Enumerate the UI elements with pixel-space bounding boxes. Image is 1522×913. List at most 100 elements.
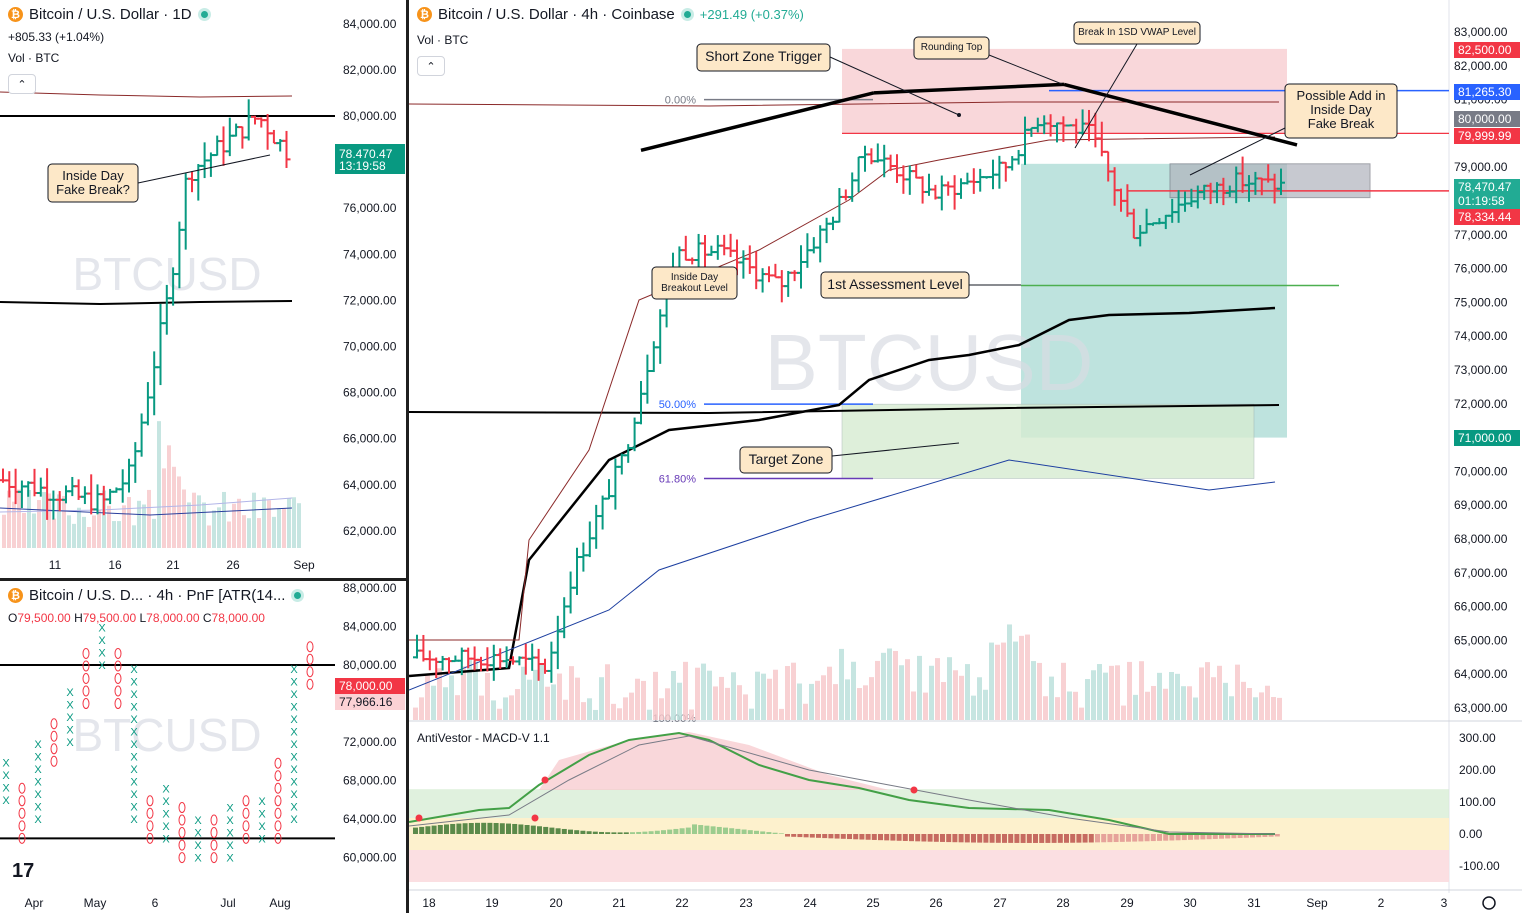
macd-histogram-bar [878,834,883,841]
volume-bar [247,518,251,548]
annotation-leader [831,442,960,457]
y-axis-label: 72,000.00 [343,293,397,307]
macd-y-axis-label: 200.00 [1459,763,1496,777]
macd-histogram-bar [518,824,524,834]
volume-bar [839,648,844,720]
pane-divider-horizontal[interactable] [0,578,406,581]
macd-histogram-bar [840,834,846,839]
macd-histogram-bar [977,834,983,843]
macd-histogram-bar [592,831,598,834]
y-axis-label: 64,000.00 [1454,667,1508,681]
price-tag: 78,470.47 [1458,180,1512,194]
pnf-o-mark [50,743,58,755]
y-axis-label: 76,000.00 [1454,262,1508,276]
pnf-x-mark: X [130,802,138,814]
volume-bar [767,678,772,720]
collapse-indicators-button[interactable]: ⌃ [8,74,36,94]
volume-bar [995,644,1000,720]
volume-bar [132,525,136,548]
volume-bar [267,500,271,548]
pnf-o-mark [242,832,250,844]
four-hour-chart-title[interactable]: Bitcoin / U.S. Dollar · 4h · Coinbase [438,6,675,23]
macd-histogram-bar [605,832,611,834]
volume-bar [1205,662,1210,720]
pnf-chart-title[interactable]: Bitcoin / U.S. D... · 4h · PnF [ATR(14..… [29,587,286,604]
volume-bar [1193,697,1198,720]
y-axis-label: 82,000.00 [1454,59,1508,73]
pnf-x-mark: X [34,789,42,801]
pnf-o-mark [18,832,26,844]
four-hour-volume-label[interactable]: Vol · BTC [417,33,469,47]
volume-bar [1031,661,1036,720]
macd-indicator-title[interactable]: AntiVestor - MACD-V 1.1 [417,731,550,745]
volume-bar [761,673,766,720]
annotation-leader [1189,127,1286,176]
macd-histogram-bar [1101,834,1107,843]
volume-bar [1235,664,1240,720]
pnf-chart-pane[interactable]: 88,000.0084,000.0080,000.0076,000.0072,0… [0,581,406,913]
volume-bar [1121,705,1126,720]
settings-gear-icon[interactable] [1482,896,1496,910]
macd-histogram-bar [468,822,474,834]
volume-bar [509,695,514,720]
macd-histogram-bar [989,834,995,843]
x-axis-label: May [84,896,107,910]
macd-histogram-bar [747,830,753,834]
market-status-icon[interactable] [291,589,305,602]
volume-ma [0,497,293,513]
y-axis-label: 77,000.00 [1454,228,1508,242]
daily-volume-label[interactable]: Vol · BTC [8,51,60,65]
pnf-chart-header: ₿ Bitcoin / U.S. D... · 4h · PnF [ATR(14… [8,587,305,604]
pnf-x-mark: X [290,664,298,676]
macd-histogram-bar [1045,834,1051,843]
volume-bar [117,521,121,548]
macd-histogram-bar [1088,834,1094,843]
volume-bar [1211,677,1216,720]
volume-bar [1103,672,1108,720]
pnf-o-mark [82,660,90,672]
pnf-x-mark: X [34,777,42,789]
volume-bar [122,505,126,548]
price-tag: 79,999.99 [1458,129,1512,143]
volume-bar [479,695,484,720]
macd-histogram-bar [1082,834,1088,843]
macd-cross-dot [531,814,539,822]
pnf-chart-canvas[interactable]: 88,000.0084,000.0080,000.0076,000.0072,0… [0,581,406,913]
pnf-o-mark [274,782,282,794]
pnf-o-mark [274,770,282,782]
volume-bar [575,677,580,720]
macd-histogram-bar [760,831,766,834]
macd-histogram-bar [710,826,716,834]
daily-chart-canvas[interactable]: 84,000.0082,000.0080,000.0078,000.0076,0… [0,0,406,578]
volume-bar [1115,665,1120,720]
vwap-upper [409,136,1276,641]
volume-bar [503,697,508,720]
volume-bar [1169,672,1174,720]
volume-bar [17,489,21,548]
vwap-lower [409,459,1276,691]
volume-bar [965,664,970,720]
pnf-x-mark: X [66,712,74,724]
macd-histogram-bar [940,834,945,842]
pnf-x-mark: X [290,701,298,713]
pnf-x-mark: X [290,751,298,763]
macd-histogram-bar [1262,834,1268,837]
volume-bar [941,682,946,720]
volume-bar [923,692,928,720]
pnf-x-mark: X [226,815,234,827]
volume-bar [1241,681,1246,720]
daily-chart-title[interactable]: Bitcoin / U.S. Dollar · 1D [29,6,192,23]
collapse-indicators-button[interactable]: ⌃ [417,56,445,76]
volume-bar [1043,696,1048,720]
market-status-icon[interactable] [197,8,211,21]
market-status-icon[interactable] [680,8,694,21]
macd-histogram-bar [1119,834,1125,842]
price-tag: 71,000.00 [1458,431,1512,445]
pnf-x-mark: X [258,808,266,820]
x-axis-label: 6 [152,896,159,910]
pane-divider-vertical[interactable] [406,0,409,913]
daily-chart-pane[interactable]: 84,000.0082,000.0080,000.0078,000.0076,0… [0,0,406,578]
volume-bar [1247,687,1252,720]
